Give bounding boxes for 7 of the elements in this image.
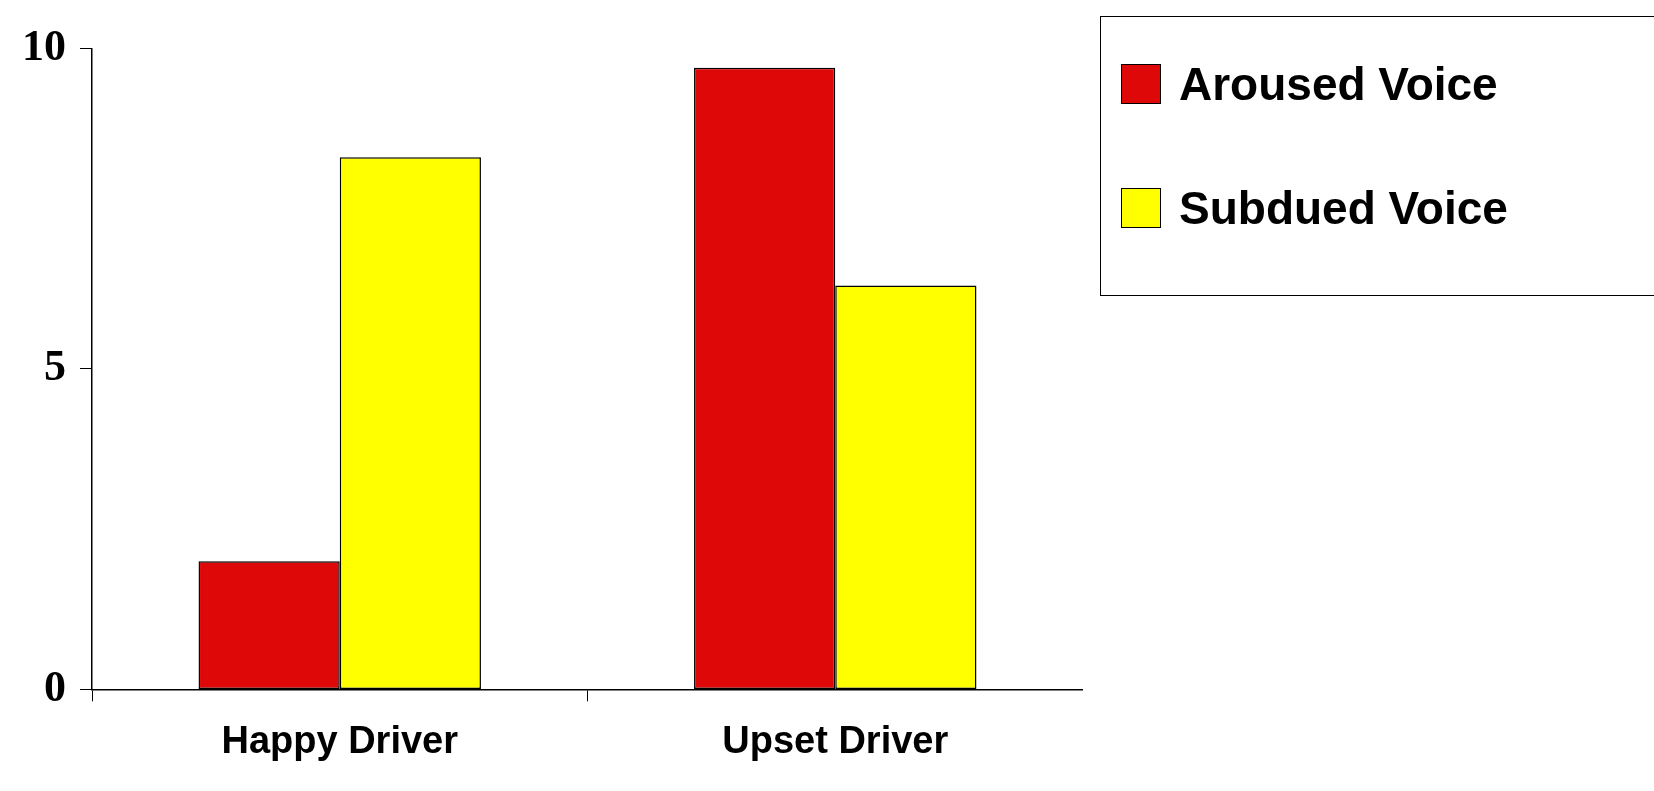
y-tick-label: 0 — [44, 661, 66, 711]
legend-label: Subdued Voice — [1179, 181, 1508, 235]
y-tick-label: 5 — [44, 341, 66, 391]
x-tick-label: Upset Driver — [722, 718, 949, 761]
legend-label: Aroused Voice — [1179, 57, 1498, 111]
x-tick-label: Happy Driver — [221, 718, 459, 761]
y-tick-label: 10 — [22, 20, 66, 70]
